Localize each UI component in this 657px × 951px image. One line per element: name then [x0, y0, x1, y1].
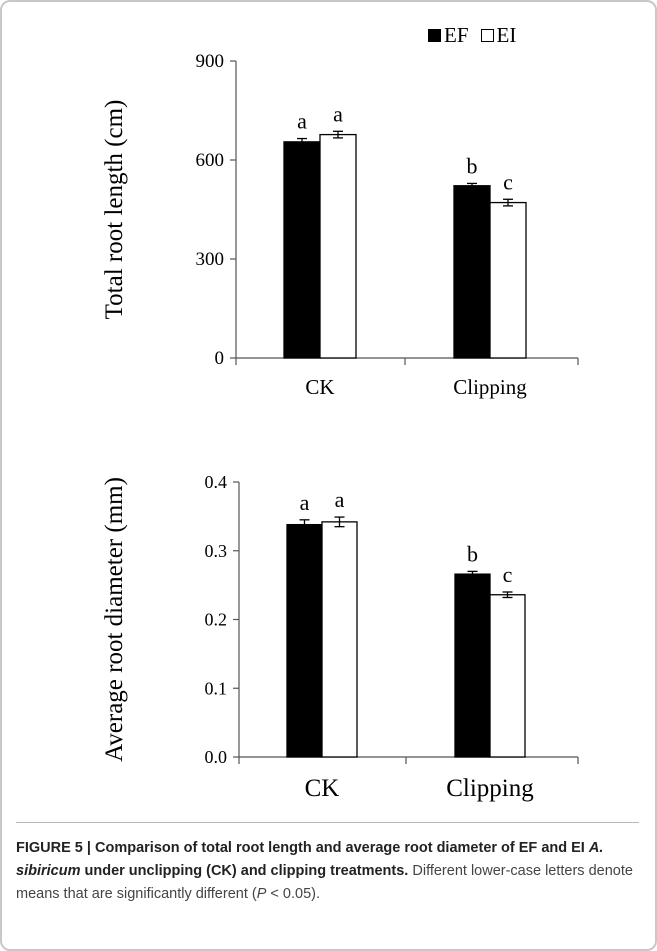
- ard-significance-letter: a: [300, 490, 310, 515]
- ard-error-bar: [299, 519, 310, 531]
- trl-y-tick-label: 300: [196, 249, 225, 270]
- trl-y-tick-label: 900: [196, 51, 225, 72]
- trl-bar-ef: [283, 141, 321, 359]
- trl-significance-letter: b: [467, 153, 478, 178]
- ard-bar-ef: [454, 573, 491, 758]
- trl-bar-ei: [489, 201, 527, 359]
- legend-swatch-ei: [480, 28, 494, 42]
- ard-significance-letter: c: [503, 562, 513, 587]
- trl-y-tick-label: 0: [215, 348, 225, 369]
- ard-bar-ei: [489, 594, 526, 758]
- ard-significance-letter: a: [335, 487, 345, 512]
- caption-label: FIGURE 5 |: [16, 840, 95, 856]
- caption-species: A. sibiricum: [16, 840, 604, 879]
- trl-bar-ef: [453, 185, 491, 359]
- trl-error-bar: [297, 137, 307, 146]
- legend-item-ei: EI: [480, 22, 517, 48]
- caption-divider: [16, 822, 639, 823]
- ard-error-bar: [467, 570, 478, 578]
- trl-error-bar: [503, 198, 513, 207]
- ard-y-tick-label: 0.3: [205, 541, 228, 561]
- average-root-diameter-chart: 0.0 0.1 0.2 0.3 0.4 CK Clipping Average root di…: [101, 472, 579, 802]
- caption-p-symbol: P: [256, 886, 267, 902]
- legend-item-ef: EF: [428, 23, 469, 48]
- caption-text-2: < 0.05).: [266, 886, 320, 902]
- ard-significance-letter: b: [467, 541, 478, 566]
- ard-category-label: CK: [305, 775, 340, 802]
- chart-canvas: 0 300 600 900 CK Clipping Total root length (c…: [101, 51, 579, 802]
- legend-label-ef: EF: [444, 22, 469, 47]
- trl-category-label: CK: [305, 375, 334, 399]
- trl-y-axis-title: Total root length (cm): [101, 100, 128, 320]
- ard-category-label: Clipping: [446, 775, 534, 802]
- trl-significance-letter: c: [503, 169, 513, 194]
- caption-text-1: Different lower-case letters denote mean…: [16, 863, 633, 902]
- caption-title-1: Comparison of total root length and aver…: [95, 840, 589, 856]
- ard-y-axis-title: Average root diameter (mm): [101, 477, 128, 762]
- chart-legend: EF EI: [428, 22, 528, 48]
- trl-category-label: Clipping: [453, 375, 527, 399]
- trl-y-tick-label: 600: [196, 150, 225, 171]
- trl-error-bar: [333, 130, 343, 139]
- ard-error-bar: [502, 591, 513, 599]
- trl-significance-letter: a: [333, 101, 343, 126]
- ard-y-tick-label: 0.1: [205, 678, 228, 698]
- trl-error-bar: [467, 182, 477, 189]
- ard-y-tick-label: 0.2: [205, 610, 228, 630]
- caption-title-2: under unclipping (CK) and clipping treat…: [80, 863, 409, 879]
- figure-caption: FIGURE 5 | Comparison of total root leng…: [16, 837, 641, 906]
- trl-significance-letter: a: [297, 109, 307, 134]
- ard-bar-ef: [286, 523, 323, 758]
- ard-y-tick-label: 0.4: [205, 472, 228, 492]
- ard-bar-ei: [321, 521, 358, 758]
- trl-bar-ei: [319, 133, 357, 359]
- ard-y-tick-label: 0.0: [205, 747, 228, 767]
- legend-swatch-ef: [428, 28, 441, 42]
- legend-label-ei: EI: [496, 22, 517, 47]
- ard-error-bar: [334, 516, 345, 528]
- total-root-length-chart: 0 300 600 900 CK Clipping Total root length (c…: [101, 51, 579, 399]
